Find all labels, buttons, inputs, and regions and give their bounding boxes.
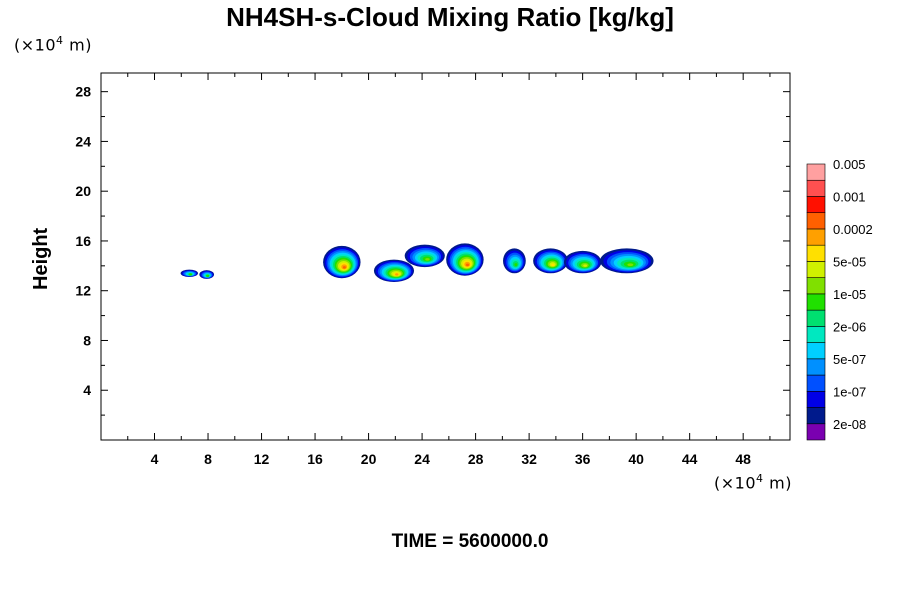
cloud-cell [395,273,399,276]
colorbar-label: 0.001 [833,189,866,204]
cloud-cell [188,273,192,276]
colorbar-label: 5e-05 [833,254,866,269]
colorbar-swatch [806,326,826,343]
colorbar-swatch [806,407,826,425]
colorbar-swatch [806,309,826,327]
plot-frame [100,72,791,441]
colorbar-swatch [806,358,826,376]
colorbar-swatch [806,196,826,214]
colorbar-label: 1e-07 [833,384,866,399]
y-tick-label: 16 [75,233,91,249]
colorbar-swatch [806,342,826,360]
x-tick-label: 36 [575,451,591,467]
cloud-cell [514,263,518,267]
colorbar-label: 0.005 [833,157,866,172]
y-axis-unit: (×104 m) [14,34,92,55]
x-tick-label: 44 [682,451,698,467]
colorbar-swatch [806,277,826,295]
x-tick-label: 12 [254,451,270,467]
colorbar-swatch [806,228,826,246]
colorbar-swatch [806,244,826,262]
x-tick-label: 32 [521,451,537,467]
colorbar-swatch [806,179,826,197]
y-tick-label: 20 [75,183,91,199]
x-tick-label: 40 [628,451,644,467]
x-tick-label: 20 [361,451,377,467]
cloud-cell [206,274,210,278]
time-label: TIME = 5600000.0 [391,531,549,552]
y-tick-label: 4 [83,382,91,398]
colorbar-swatch [806,261,826,278]
x-tick-label: 28 [468,451,484,467]
colorbar-swatch [806,163,826,181]
colorbar-swatch [806,390,826,408]
cloud-cell [627,263,634,267]
cloud-cell [583,264,588,267]
colorbar-label: 5e-07 [833,352,866,367]
x-tick-label: 8 [204,451,212,467]
y-tick-label: 24 [75,133,91,149]
x-tick-label: 16 [307,451,323,467]
cloud-cell [465,263,469,267]
x-tick-label: 4 [151,451,159,467]
colorbar-swatch [806,423,826,441]
chart-title: NH4SH-s-Cloud Mixing Ratio [kg/kg] [226,2,674,32]
colorbar-label: 1e-05 [833,287,866,302]
cloud-cell [425,258,430,261]
colorbar-swatch [806,374,826,392]
colorbar-label: 0.0002 [833,222,873,237]
colorbar-swatch [806,293,826,311]
colorbar-label: 2e-08 [833,417,866,432]
cloud-cell [342,266,346,269]
x-tick-label: 24 [414,451,430,467]
y-tick-label: 28 [75,84,91,100]
colorbar-label: 2e-06 [833,319,866,334]
x-tick-label: 48 [735,451,751,467]
colorbar-swatch [806,212,826,230]
y-tick-label: 12 [75,283,91,299]
cloud-cell [551,263,555,267]
x-axis-unit: (×104 m) [714,472,792,493]
y-tick-label: 8 [83,332,91,348]
